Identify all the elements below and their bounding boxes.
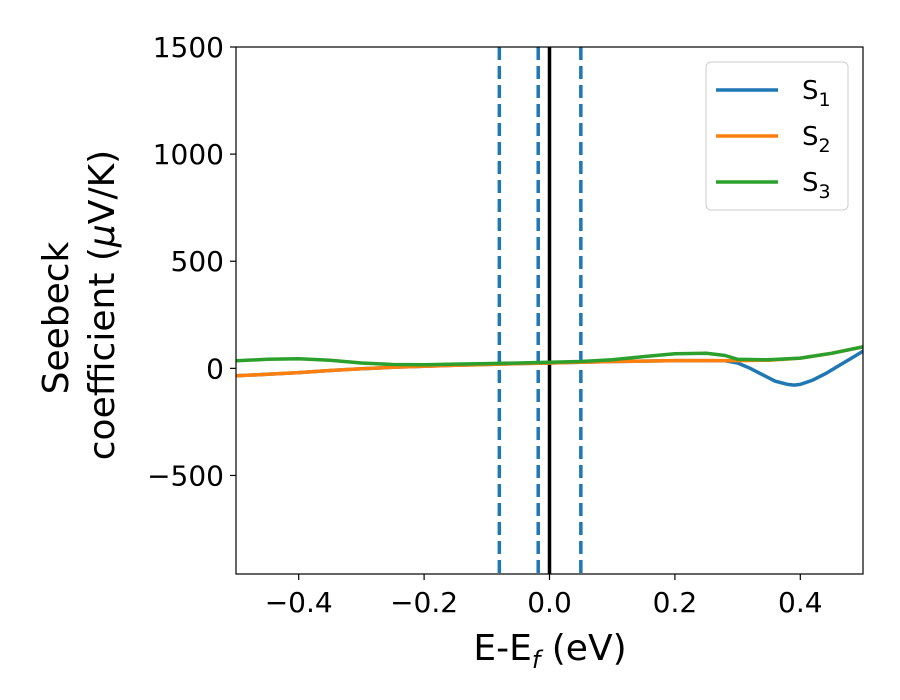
x-tick-label: −0.4 — [265, 586, 333, 619]
x-axis-label: E-Ef (eV) — [473, 628, 626, 674]
x-tick-label: 0.0 — [527, 586, 572, 619]
y-tick-label: −500 — [147, 459, 224, 492]
y-tick-label: 1500 — [153, 31, 224, 64]
x-tick-label: 0.4 — [778, 586, 823, 619]
y-tick-label: 0 — [206, 352, 224, 385]
x-tick-label: 0.2 — [653, 586, 698, 619]
legend-label-s3: S3 — [802, 168, 831, 203]
x-tick-label: −0.2 — [390, 586, 458, 619]
legend: S1 S2 S3 — [705, 61, 849, 211]
y-tick-label: 1000 — [153, 138, 224, 171]
series-layer — [236, 345, 863, 387]
y-axis-label-line1: Seebeck — [36, 241, 77, 394]
x-axis: −0.4 −0.2 0.0 0.2 0.4 — [265, 574, 823, 619]
y-tick-label: 500 — [171, 245, 224, 278]
vertical-lines — [497, 47, 583, 574]
y-axis-label-line2: coefficient (μV/K) — [82, 150, 123, 460]
legend-label-s2: S2 — [802, 122, 831, 157]
legend-label-s1: S1 — [802, 76, 831, 111]
y-axis: −500 0 500 1000 1500 — [147, 31, 236, 492]
series-line-s3 — [236, 345, 863, 367]
